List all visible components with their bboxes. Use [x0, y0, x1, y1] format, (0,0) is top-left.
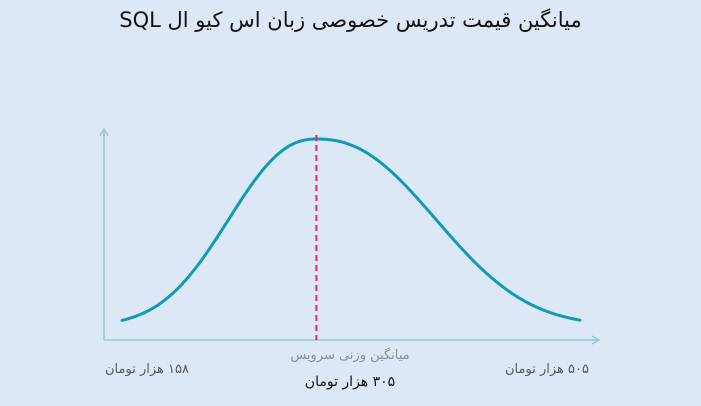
mean-value-label: ۳۰۵ هزار تومان	[304, 374, 396, 390]
y-axis-arrow	[99, 127, 109, 137]
x-max-label: ۵۰۵ هزار تومان	[505, 362, 589, 377]
x-min-label: ۱۵۸ هزار تومان	[105, 362, 189, 377]
x-axis-arrow	[591, 335, 601, 345]
mean-caption: میانگین وزنی سرویس	[290, 348, 410, 363]
distribution-curve	[120, 137, 582, 322]
chart-title: میانگین قیمت تدریس خصوصی زبان اس کیو ال …	[119, 8, 582, 32]
